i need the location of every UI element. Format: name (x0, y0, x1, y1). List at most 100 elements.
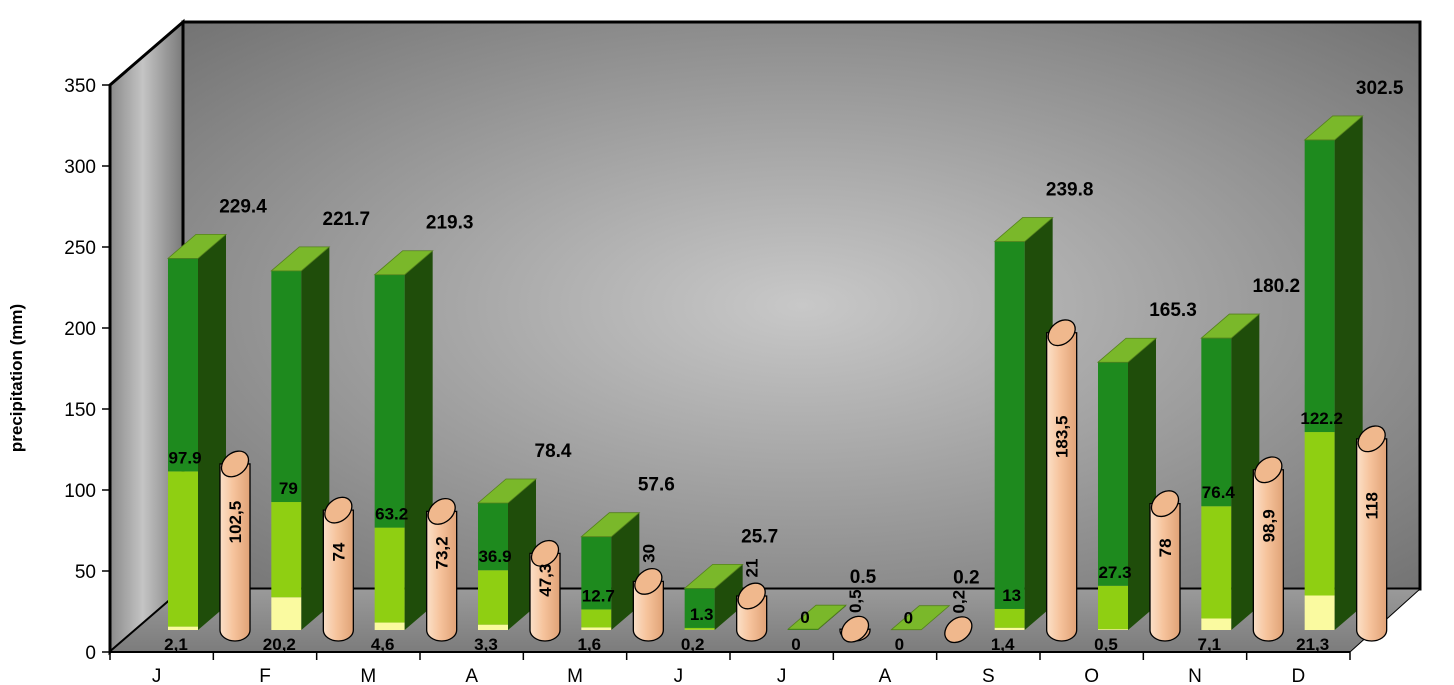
bar-cap (1200, 313, 1261, 339)
y-tick-label: 200 (64, 319, 96, 340)
bar-bottom-label: 0,2 (681, 635, 705, 654)
x-tick-label: A (465, 666, 478, 685)
cylinder-body (1252, 469, 1284, 642)
bar-total-label: 219.3 (426, 213, 474, 234)
cylinder-label: 73,2 (433, 536, 452, 569)
bar-bottom-label: 0 (791, 635, 800, 654)
bar-bottom-label: 1,6 (578, 635, 602, 654)
cylinder-body (1149, 502, 1181, 642)
x-tick-label: S (982, 666, 995, 685)
bar-segment (581, 627, 612, 630)
bar-total-label: 221.7 (323, 209, 371, 230)
bar-side (1024, 217, 1053, 631)
bar-bottom-label: 3,3 (474, 635, 498, 654)
bar-middle-label: 0 (904, 609, 913, 628)
bar-side (611, 512, 640, 630)
cylinder-cap (427, 497, 456, 525)
bar-cap (166, 233, 228, 259)
month-group: 0,2 1.3 25.7 21 (681, 526, 778, 654)
bar-total-label: 239.8 (1046, 180, 1094, 201)
bar-total-label: 25.7 (741, 526, 778, 547)
bar-bottom-label: 1,4 (991, 635, 1015, 654)
month-group: 2,1 97.9 229.4 102,5 (164, 196, 267, 654)
bar-bottom-label: 20,2 (263, 635, 296, 654)
cylinder-body (426, 510, 458, 642)
cylinder-body (322, 509, 354, 642)
bar-bottom-label: 21,3 (1296, 635, 1329, 654)
cylinder-cap (324, 496, 353, 524)
bar-segment (168, 258, 198, 472)
bar-bottom-label: 0 (895, 635, 904, 654)
bar-segment (168, 471, 198, 627)
bar-segment (1304, 139, 1335, 433)
cylinder-cap (1357, 425, 1386, 453)
cylinder-label: 74 (329, 542, 348, 561)
bar-segment (788, 629, 818, 630)
month-group: 00 0.20,2 (890, 568, 980, 654)
bar-middle-label: 97.9 (168, 448, 201, 467)
bar-segment (271, 597, 302, 630)
bar-segment (684, 627, 715, 630)
bar-segment (478, 624, 508, 630)
y-tick-label: 0 (85, 643, 96, 664)
cylinder-label: 21 (743, 559, 762, 578)
month-group: 20,2 79 221.7 74 (263, 209, 370, 654)
cylinder-label: 183,5 (1053, 416, 1072, 459)
month-group: 1,4 13 239.8 183,5 (991, 180, 1094, 654)
cylinder-cap (634, 567, 663, 595)
bar-cap (786, 604, 848, 630)
month-group: 7,1 76.4 180.2 98,9 (1198, 276, 1301, 654)
bar-segment (994, 627, 1025, 630)
cylinder-label: 47,3 (536, 564, 555, 597)
bar-segment (684, 588, 715, 628)
bar-segment (478, 570, 508, 625)
cylinder-cap (1047, 319, 1076, 347)
bar-cap (1303, 115, 1364, 141)
bar-side (508, 478, 536, 630)
x-tick-label: J (777, 666, 787, 685)
y-tick-label: 100 (64, 481, 96, 502)
bar-middle-label: 36.9 (478, 547, 511, 566)
bar-series: 2,197.9229.4102,520,279221.7744,663.2219… (164, 78, 1404, 654)
x-tick-label: A (879, 666, 892, 685)
bar-segment (168, 626, 198, 630)
cylinder-label: 102,5 (226, 501, 245, 544)
month-group: 4,6 63.2 219.3 73,2 (371, 213, 474, 654)
bar-segment (1098, 362, 1128, 586)
bar-segment (1201, 506, 1232, 619)
bar-total-label: 78.4 (535, 441, 572, 462)
month-group: 21,3 122.2 302.5 118 (1296, 78, 1404, 654)
bar-segment (478, 502, 508, 571)
y-tick-label: 150 (64, 400, 96, 421)
bar-segment (1304, 595, 1335, 630)
bar-side (198, 234, 226, 630)
cylinder-label: 118 (1363, 492, 1382, 519)
x-tick-label: O (1084, 666, 1099, 685)
cylinder-cap (944, 616, 973, 644)
bar-segment (994, 608, 1025, 628)
bar-cap (270, 246, 331, 272)
x-tick-label: M (360, 666, 376, 685)
x-tick-label: F (259, 666, 271, 685)
x-tick-label: N (1188, 666, 1202, 685)
y-axis-label: precipitation (mm) (7, 304, 26, 452)
bar-middle-label: 1.3 (690, 605, 714, 624)
y-tick-label: 50 (75, 562, 96, 583)
bar-segment (1098, 629, 1128, 630)
cylinder-body (1356, 438, 1388, 642)
cylinder-cap (840, 615, 870, 643)
cylinder-body (219, 463, 251, 642)
cylinder-cap (1150, 490, 1180, 518)
bar-cap (890, 605, 951, 631)
y-tick-label: 350 (64, 76, 96, 97)
bar-bottom-label: 0,5 (1094, 635, 1118, 654)
bar-bottom-label: 7,1 (1198, 635, 1222, 654)
bar-segment (581, 536, 612, 610)
y-tick-label: 250 (64, 238, 96, 259)
bar-side (1334, 115, 1363, 630)
bar-segment (271, 270, 302, 503)
cylinder-body (632, 580, 664, 642)
bar-middle-label: 0 (800, 608, 809, 627)
bar-cap (993, 217, 1054, 242)
